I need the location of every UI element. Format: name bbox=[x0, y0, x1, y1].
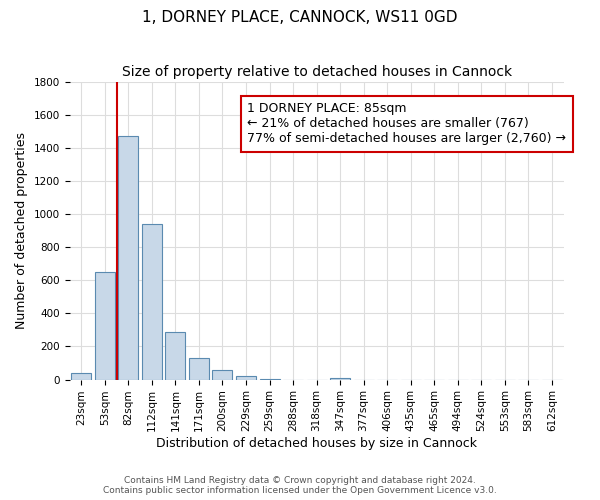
Bar bbox=[166, 332, 185, 380]
Text: Contains HM Land Registry data © Crown copyright and database right 2024.
Contai: Contains HM Land Registry data © Crown c… bbox=[103, 476, 497, 495]
Bar bbox=[71, 373, 91, 380]
Text: 1, DORNEY PLACE, CANNOCK, WS11 0GD: 1, DORNEY PLACE, CANNOCK, WS11 0GD bbox=[142, 10, 458, 25]
Title: Size of property relative to detached houses in Cannock: Size of property relative to detached ho… bbox=[122, 65, 512, 79]
Bar bbox=[95, 272, 115, 380]
Bar bbox=[260, 379, 280, 380]
Bar bbox=[212, 370, 232, 380]
Bar bbox=[236, 376, 256, 380]
Bar bbox=[189, 358, 209, 380]
Bar bbox=[118, 136, 139, 380]
Bar bbox=[142, 224, 162, 380]
X-axis label: Distribution of detached houses by size in Cannock: Distribution of detached houses by size … bbox=[156, 437, 477, 450]
Text: 1 DORNEY PLACE: 85sqm
← 21% of detached houses are smaller (767)
77% of semi-det: 1 DORNEY PLACE: 85sqm ← 21% of detached … bbox=[247, 102, 566, 146]
Bar bbox=[330, 378, 350, 380]
Y-axis label: Number of detached properties: Number of detached properties bbox=[15, 132, 28, 329]
